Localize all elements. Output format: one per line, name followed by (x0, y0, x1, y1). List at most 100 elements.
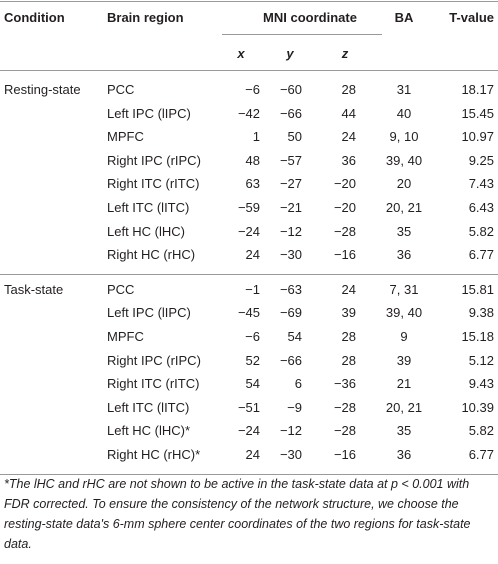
value-cell: 6.77 (468, 247, 494, 263)
value-cell: −66 (279, 105, 302, 121)
region-cell: Left HC (lHC)* (107, 423, 191, 439)
rule (0, 1, 498, 2)
value-cell: −20 (333, 176, 356, 192)
value-cell: 39 (396, 352, 412, 368)
region-cell: PCC (107, 82, 135, 97)
value-cell: 20, 21 (385, 399, 423, 415)
value-cell: 24 (341, 281, 356, 297)
value-cell: 9.38 (468, 305, 494, 321)
value-cell: 18.17 (461, 82, 494, 97)
region-cell: Left HC (lHC) (107, 223, 186, 239)
value-cell: −21 (279, 200, 302, 215)
value-cell: 6 (294, 376, 302, 392)
header-cell: MNI coordinate (263, 10, 357, 25)
region-cell: Right HC (rHC) (107, 247, 196, 263)
value-cell: −9 (287, 399, 302, 415)
value-cell: 36 (396, 247, 412, 263)
value-cell: 28 (341, 329, 356, 344)
value-cell: 15.18 (461, 329, 494, 344)
value-cell: −45 (237, 305, 260, 321)
value-cell: −27 (279, 176, 302, 192)
region-cell: PCC (107, 281, 135, 297)
value-cell: −16 (333, 447, 356, 462)
value-cell: 24 (245, 447, 260, 462)
value-cell: −30 (279, 447, 302, 462)
value-cell: −42 (237, 105, 260, 121)
value-cell: 31 (396, 82, 412, 97)
region-cell: Left IPC (lIPC) (107, 105, 191, 121)
region-cell: Left IPC (lIPC) (107, 305, 191, 321)
value-cell: −59 (237, 200, 260, 215)
value-cell: −66 (279, 352, 302, 368)
value-cell: 20, 21 (385, 200, 423, 215)
rule (222, 34, 382, 35)
value-cell: 52 (245, 352, 260, 368)
region-cell: Left ITC (lITC) (107, 200, 190, 215)
value-cell: −6 (245, 82, 260, 97)
value-cell: 15.81 (461, 281, 494, 297)
subheader-cell: z (341, 46, 349, 61)
header-cell: T-value (449, 10, 494, 25)
value-cell: 20 (396, 176, 412, 192)
region-cell: Right IPC (rIPC) (107, 352, 201, 368)
value-cell: −28 (333, 223, 356, 239)
value-cell: 9.43 (468, 376, 494, 392)
value-cell: −24 (237, 223, 260, 239)
value-cell: 48 (245, 152, 260, 168)
value-cell: −36 (333, 376, 356, 392)
value-cell: 1 (252, 129, 260, 145)
condition-cell: Resting-state (4, 82, 81, 97)
value-cell: 5.82 (468, 423, 494, 439)
value-cell: −20 (333, 200, 356, 215)
value-cell: 24 (341, 129, 356, 145)
value-cell: −12 (279, 423, 302, 439)
region-cell: Left ITC (lITC) (107, 399, 190, 415)
value-cell: 39, 40 (385, 152, 423, 168)
value-cell: 36 (341, 152, 356, 168)
value-cell: 54 (245, 376, 260, 392)
value-cell: 28 (341, 352, 356, 368)
value-cell: −57 (279, 152, 302, 168)
condition-cell: Task-state (4, 281, 64, 297)
value-cell: 54 (287, 329, 302, 344)
value-cell: 5.12 (468, 352, 494, 368)
rule (0, 473, 498, 475)
value-cell: −63 (279, 281, 302, 297)
value-cell: 39, 40 (385, 305, 423, 321)
value-cell: 9, 10 (389, 129, 419, 145)
region-cell: Right ITC (rITC) (107, 376, 200, 392)
region-cell: MPFC (107, 329, 144, 344)
value-cell: −24 (237, 423, 260, 439)
value-cell: −30 (279, 247, 302, 263)
value-cell: 63 (245, 176, 260, 192)
footnote: *The lHC and rHC are not shown to be act… (4, 477, 471, 551)
value-cell: 50 (287, 129, 302, 145)
value-cell: 21 (396, 376, 412, 392)
value-cell: 36 (396, 447, 412, 462)
region-cell: Right IPC (rIPC) (107, 152, 201, 168)
value-cell: 6.43 (468, 200, 494, 215)
value-cell: 35 (396, 423, 412, 439)
region-cell: MPFC (107, 129, 144, 145)
value-cell: 40 (396, 105, 412, 121)
value-cell: 28 (341, 82, 356, 97)
value-cell: 7.43 (468, 176, 494, 192)
rule (0, 70, 498, 71)
subheader-cell: y (286, 46, 294, 61)
value-cell: −51 (237, 399, 260, 415)
value-cell: 10.97 (461, 129, 494, 145)
region-cell: Right HC (rHC)* (107, 447, 201, 462)
value-cell: −60 (279, 82, 302, 97)
value-cell: 9 (400, 329, 408, 344)
value-cell: 6.77 (468, 447, 494, 462)
value-cell: −1 (245, 281, 260, 297)
value-cell: 39 (341, 305, 356, 321)
value-cell: −12 (279, 223, 302, 239)
value-cell: −16 (333, 247, 356, 263)
value-cell: 35 (396, 223, 412, 239)
value-cell: 24 (245, 247, 260, 263)
value-cell: −28 (333, 399, 356, 415)
header-cell: BA (394, 10, 414, 25)
rule (0, 273, 498, 275)
